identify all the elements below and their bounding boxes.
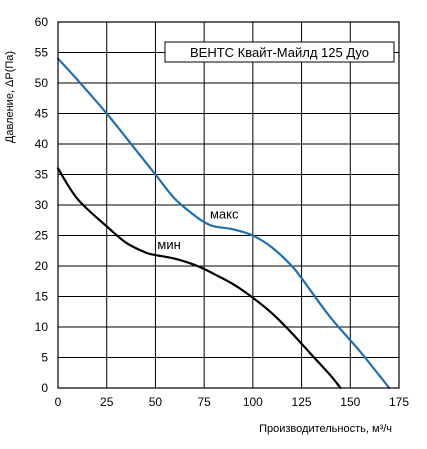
x-tick-label: 150 [340,395,360,409]
grid [57,21,400,389]
y-tick-label: 0 [41,381,48,395]
plot-frame [57,21,400,389]
x-tick-label: 125 [292,395,312,409]
tick-labels: 0 25 50 75 100 125 150 175 0 5 10 15 20 25 30 35 40 45 50 5… [35,15,410,409]
y-tick-label: 30 [35,198,49,212]
x-tick-label: 100 [243,395,263,409]
y-tick-label: 40 [35,137,49,151]
x-tick-label: 0 [55,395,62,409]
y-tick-label: 15 [35,290,49,304]
y-tick-label: 25 [35,229,49,243]
series-lines [56,57,391,390]
y-axis-label: Давление, ΔP(Па) [4,51,16,143]
y-tick-label: 60 [35,15,49,29]
x-tick-label: 75 [197,395,211,409]
x-tick-label: 25 [100,395,114,409]
series-min-line [56,167,342,390]
legend-box: ВЕНТС Квайт-Майлд 125 Дуо [164,41,395,63]
chart-title: ВЕНТС Квайт-Майлд 125 Дуо [190,45,369,60]
y-tick-label: 55 [35,46,49,60]
y-tick-label: 5 [41,351,48,365]
series-label-min: мин [157,237,180,252]
y-tick-label: 50 [35,76,49,90]
x-axis-label: Производительность, м³/ч [259,423,392,435]
x-tick-label: 50 [149,395,163,409]
y-tick-label: 45 [35,107,49,121]
x-tick-label: 175 [389,395,409,409]
y-tick-label: 20 [35,259,49,273]
series-max-line [56,57,391,390]
y-tick-label: 35 [35,168,49,182]
legend-title-box [164,41,395,63]
y-tick-label: 10 [35,320,49,334]
series-label-max: макс [210,206,239,221]
